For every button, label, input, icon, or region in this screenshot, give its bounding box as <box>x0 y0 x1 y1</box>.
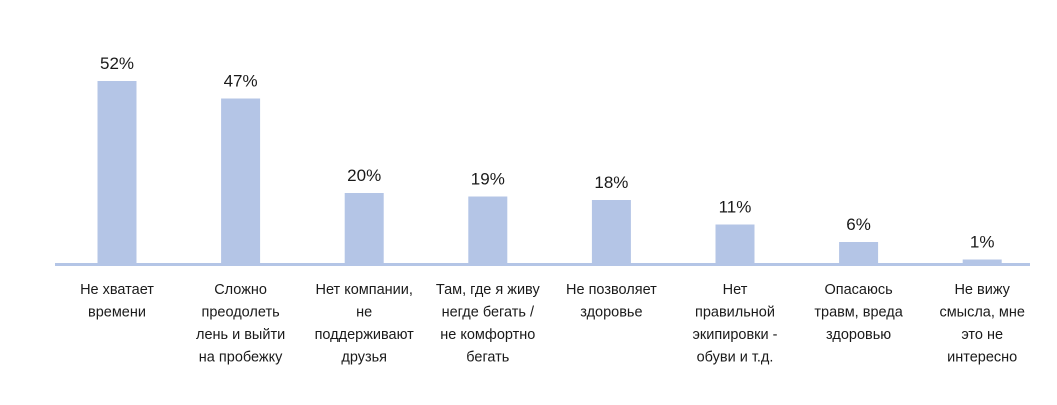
value-label-2: 20% <box>347 166 381 185</box>
bar-4 <box>591 200 631 263</box>
category-label-7-line-3: интересно <box>947 350 1017 366</box>
category-labels-layer: Не хватает времени Сложно преодолеть лень и … <box>80 282 1025 366</box>
category-label-0: Не хватает времени <box>80 282 154 321</box>
category-label-5-line-2: экипировки - <box>693 327 778 343</box>
category-label-3-line-2: не комфортно <box>440 327 535 343</box>
value-label-0: 52% <box>100 54 134 73</box>
value-label-4: 18% <box>594 173 628 192</box>
value-labels-layer: 52% 47% 20% 19% 18% 11% 6% 1% <box>100 54 995 252</box>
bar-0 <box>97 81 137 263</box>
bars-layer <box>97 81 1002 263</box>
value-label-5: 11% <box>719 198 752 217</box>
category-label-4: Не позволяет здоровье <box>566 282 657 321</box>
category-label-6-line-0: Опасаюсь <box>824 282 892 298</box>
category-label-7-line-0: Не вижу <box>954 282 1010 298</box>
bar-1 <box>221 98 261 263</box>
category-label-4-line-1: здоровье <box>580 305 642 321</box>
category-label-4-line-0: Не позволяет <box>566 282 657 298</box>
bar-6 <box>839 242 879 263</box>
category-label-2-line-1: не <box>356 305 372 321</box>
category-label-2-line-2: поддерживают <box>315 327 415 343</box>
category-label-2-line-3: друзья <box>341 350 387 366</box>
category-label-5: Нет правильной экипировки - обуви и т.д. <box>693 282 778 366</box>
category-label-0-line-1: времени <box>88 305 146 321</box>
category-label-1-line-2: лень и выйти <box>196 327 285 343</box>
category-label-7-line-2: это не <box>961 327 1003 343</box>
category-label-1-line-1: преодолеть <box>202 305 280 321</box>
category-label-5-line-1: правильной <box>695 305 775 321</box>
category-label-1: Сложно преодолеть лень и выйти на пробежку <box>196 282 285 366</box>
bar-5 <box>715 224 755 263</box>
category-label-2: Нет компании, не поддерживают друзья <box>315 282 415 366</box>
value-label-1: 47% <box>224 72 258 91</box>
category-label-3-line-1: негде бегать / <box>442 305 535 321</box>
bar-3 <box>468 196 508 263</box>
category-label-1-line-0: Сложно <box>214 282 267 298</box>
value-label-6: 6% <box>846 215 871 234</box>
category-label-7-line-1: смысла, мне <box>939 305 1025 321</box>
bar-2 <box>344 193 384 263</box>
value-label-7: 1% <box>970 233 995 252</box>
category-label-5-line-0: Нет <box>723 282 748 298</box>
value-label-3: 19% <box>471 170 505 189</box>
category-label-6-line-1: травм, вреда <box>814 305 903 321</box>
category-label-7: Не вижу смысла, мне это не интересно <box>939 282 1025 366</box>
category-label-3-line-0: Там, где я живу <box>436 282 541 298</box>
category-label-6: Опасаюсь травм, вреда здоровью <box>814 282 903 343</box>
category-label-2-line-0: Нет компании, <box>315 282 412 298</box>
category-label-3-line-3: бегать <box>466 350 509 366</box>
category-label-3: Там, где я живу негде бегать / не комфортн… <box>436 282 541 366</box>
category-label-5-line-3: обуви и т.д. <box>697 350 774 366</box>
category-label-6-line-2: здоровью <box>826 327 891 343</box>
bar-7 <box>962 259 1002 263</box>
category-label-0-line-0: Не хватает <box>80 282 154 298</box>
category-label-1-line-3: на пробежку <box>199 350 283 366</box>
